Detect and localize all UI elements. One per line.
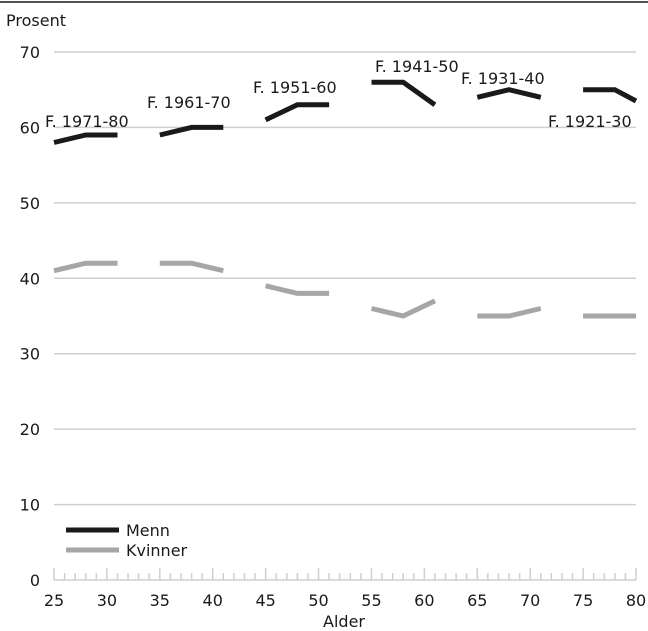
menn-line-segment-1 [53, 132, 118, 145]
y-tick-label-10: 10 [20, 496, 40, 515]
y-tick-label-40: 40 [20, 269, 40, 288]
legend-label-kvinner: Kvinner [126, 541, 188, 560]
cohort-label-5: F. 1931-40 [461, 69, 545, 88]
menn-line-segment-3 [264, 102, 330, 123]
x-tick-label-75: 75 [573, 591, 593, 610]
y-tick-label-50: 50 [20, 194, 40, 213]
menn-line-segment-2 [159, 124, 224, 138]
kvinner-line-segment-1 [53, 260, 118, 274]
menn-line-segment-6 [583, 87, 638, 104]
y-tick-label-70: 70 [20, 43, 40, 62]
y-tick-label-20: 20 [20, 420, 40, 439]
legend-label-menn: Menn [126, 521, 170, 540]
y-tick-label-30: 30 [20, 345, 40, 364]
x-tick-label-30: 30 [97, 591, 117, 610]
cohort-label-1: F. 1971-80 [45, 112, 129, 131]
kvinner-line-segment-5 [477, 306, 542, 319]
x-tick-labels: 25 30 35 40 45 50 55 60 65 70 75 80 [44, 591, 646, 610]
cohort-label-6: F. 1921-30 [548, 112, 632, 131]
x-tick-label-55: 55 [361, 591, 381, 610]
x-tick-label-25: 25 [44, 591, 64, 610]
x-tick-label-35: 35 [150, 591, 170, 610]
series-lines [53, 79, 638, 319]
y-tick-labels: 0 10 20 30 40 50 60 70 [20, 43, 40, 590]
y-axis-title: Prosent [6, 11, 66, 30]
kvinner-line-segment-4 [370, 298, 436, 319]
x-tick-label-45: 45 [255, 591, 275, 610]
kvinner-line-segment-2 [159, 260, 224, 274]
menn-line-segment-5 [476, 87, 542, 100]
x-tick-label-65: 65 [467, 591, 487, 610]
kvinner-line-segment-3 [265, 283, 330, 296]
x-tick-label-40: 40 [203, 591, 223, 610]
x-tick-label-70: 70 [520, 591, 540, 610]
x-axis-title: Alder [323, 612, 365, 631]
menn-line-segment-4 [371, 79, 437, 107]
x-tick-label-60: 60 [414, 591, 434, 610]
y-tick-label-0: 0 [30, 571, 40, 590]
x-tick-label-50: 50 [308, 591, 328, 610]
gridlines [54, 51, 636, 506]
x-axis [53, 568, 637, 581]
x-tick-label-80: 80 [626, 591, 646, 610]
cohort-label-2: F. 1961-70 [147, 93, 231, 112]
cohort-labels: F. 1971-80 F. 1961-70 F. 1951-60 F. 1941-50… [45, 57, 632, 131]
y-tick-label-60: 60 [20, 118, 40, 137]
cohort-label-4: F. 1941-50 [375, 57, 459, 76]
cohort-label-3: F. 1951-60 [253, 78, 337, 97]
